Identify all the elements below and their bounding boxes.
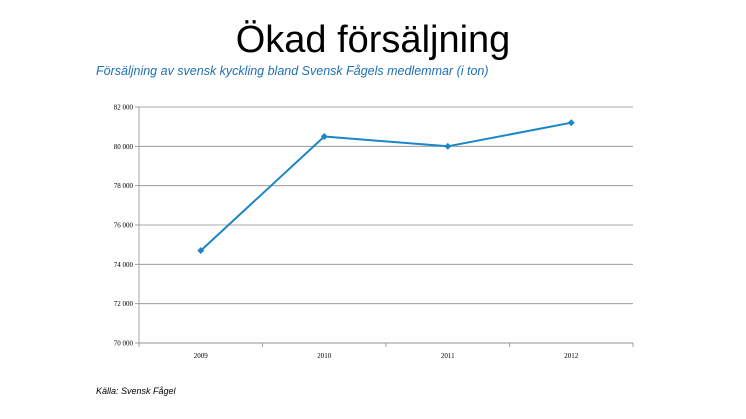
data-point-marker	[197, 247, 205, 255]
series-line	[197, 119, 575, 255]
data-point-marker	[444, 142, 452, 150]
y-tick-label: 82 000	[114, 104, 134, 112]
gridlines	[139, 106, 633, 344]
y-tick-label: 70 000	[114, 340, 134, 348]
x-tick-label: 2009	[194, 352, 209, 360]
series-line-path	[200, 121, 572, 252]
x-tick-label: 2010	[317, 352, 332, 360]
data-point-marker	[320, 132, 328, 141]
y-tick-label: 72 000	[114, 300, 134, 308]
x-tick-label: 2011	[441, 352, 455, 360]
data-point-marker	[567, 119, 575, 127]
y-tick-label: 80 000	[114, 143, 134, 151]
x-axis: 2009 2010 2011 2012	[138, 342, 634, 360]
y-tick-label: 78 000	[114, 182, 134, 190]
x-tick-label: 2012	[564, 352, 579, 360]
y-tick-label: 76 000	[114, 222, 134, 230]
chart-subtitle: Försäljning av svensk kyckling bland Sve…	[96, 64, 489, 78]
y-axis: 70 000 72 000 74 000 76 000 78 000 80 000 82 0…	[114, 104, 140, 348]
slide-title: Ökad försäljning	[235, 19, 511, 61]
y-tick-label: 74 000	[114, 261, 134, 269]
source-note: Källa: Svensk Fågel	[96, 386, 176, 396]
